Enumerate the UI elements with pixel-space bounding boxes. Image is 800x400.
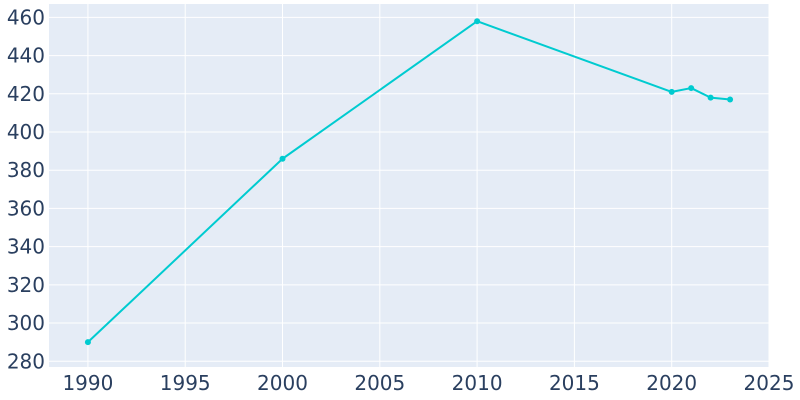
- data-point-2000: [279, 155, 286, 162]
- y-tick-label-460: 460: [7, 5, 45, 29]
- data-point-2022: [707, 94, 714, 101]
- data-point-2020: [668, 88, 675, 95]
- x-tick-label-2020: 2020: [646, 371, 697, 395]
- series-layer: [84, 18, 734, 346]
- y-tick-label-340: 340: [7, 235, 45, 259]
- y-axis-tick-labels: 280 300 320 340 360 380 400 420 440 460: [7, 5, 45, 373]
- x-tick-label-2025: 2025: [744, 371, 795, 395]
- y-tick-label-420: 420: [7, 82, 45, 106]
- y-tick-label-320: 320: [7, 273, 45, 297]
- data-point-2010: [474, 18, 481, 25]
- x-tick-label-2005: 2005: [354, 371, 405, 395]
- data-point-2023: [727, 96, 734, 103]
- data-point-2021: [688, 85, 695, 92]
- x-axis-tick-labels: 1990 1995 2000 2005 2010 2015 2020 2025: [62, 371, 794, 395]
- y-tick-label-380: 380: [7, 158, 45, 182]
- x-tick-label-2015: 2015: [549, 371, 600, 395]
- y-tick-label-400: 400: [7, 120, 45, 144]
- data-point-1990: [84, 339, 91, 346]
- y-tick-label-360: 360: [7, 196, 45, 220]
- x-tick-label-2000: 2000: [257, 371, 308, 395]
- x-tick-label-1995: 1995: [160, 371, 211, 395]
- plot-background: [49, 4, 769, 367]
- x-tick-label-2010: 2010: [452, 371, 503, 395]
- y-tick-label-300: 300: [7, 311, 45, 335]
- y-tick-label-440: 440: [7, 44, 45, 68]
- grid-lines: [49, 4, 770, 367]
- y-tick-label-280: 280: [7, 349, 45, 373]
- x-tick-label-1990: 1990: [62, 371, 113, 395]
